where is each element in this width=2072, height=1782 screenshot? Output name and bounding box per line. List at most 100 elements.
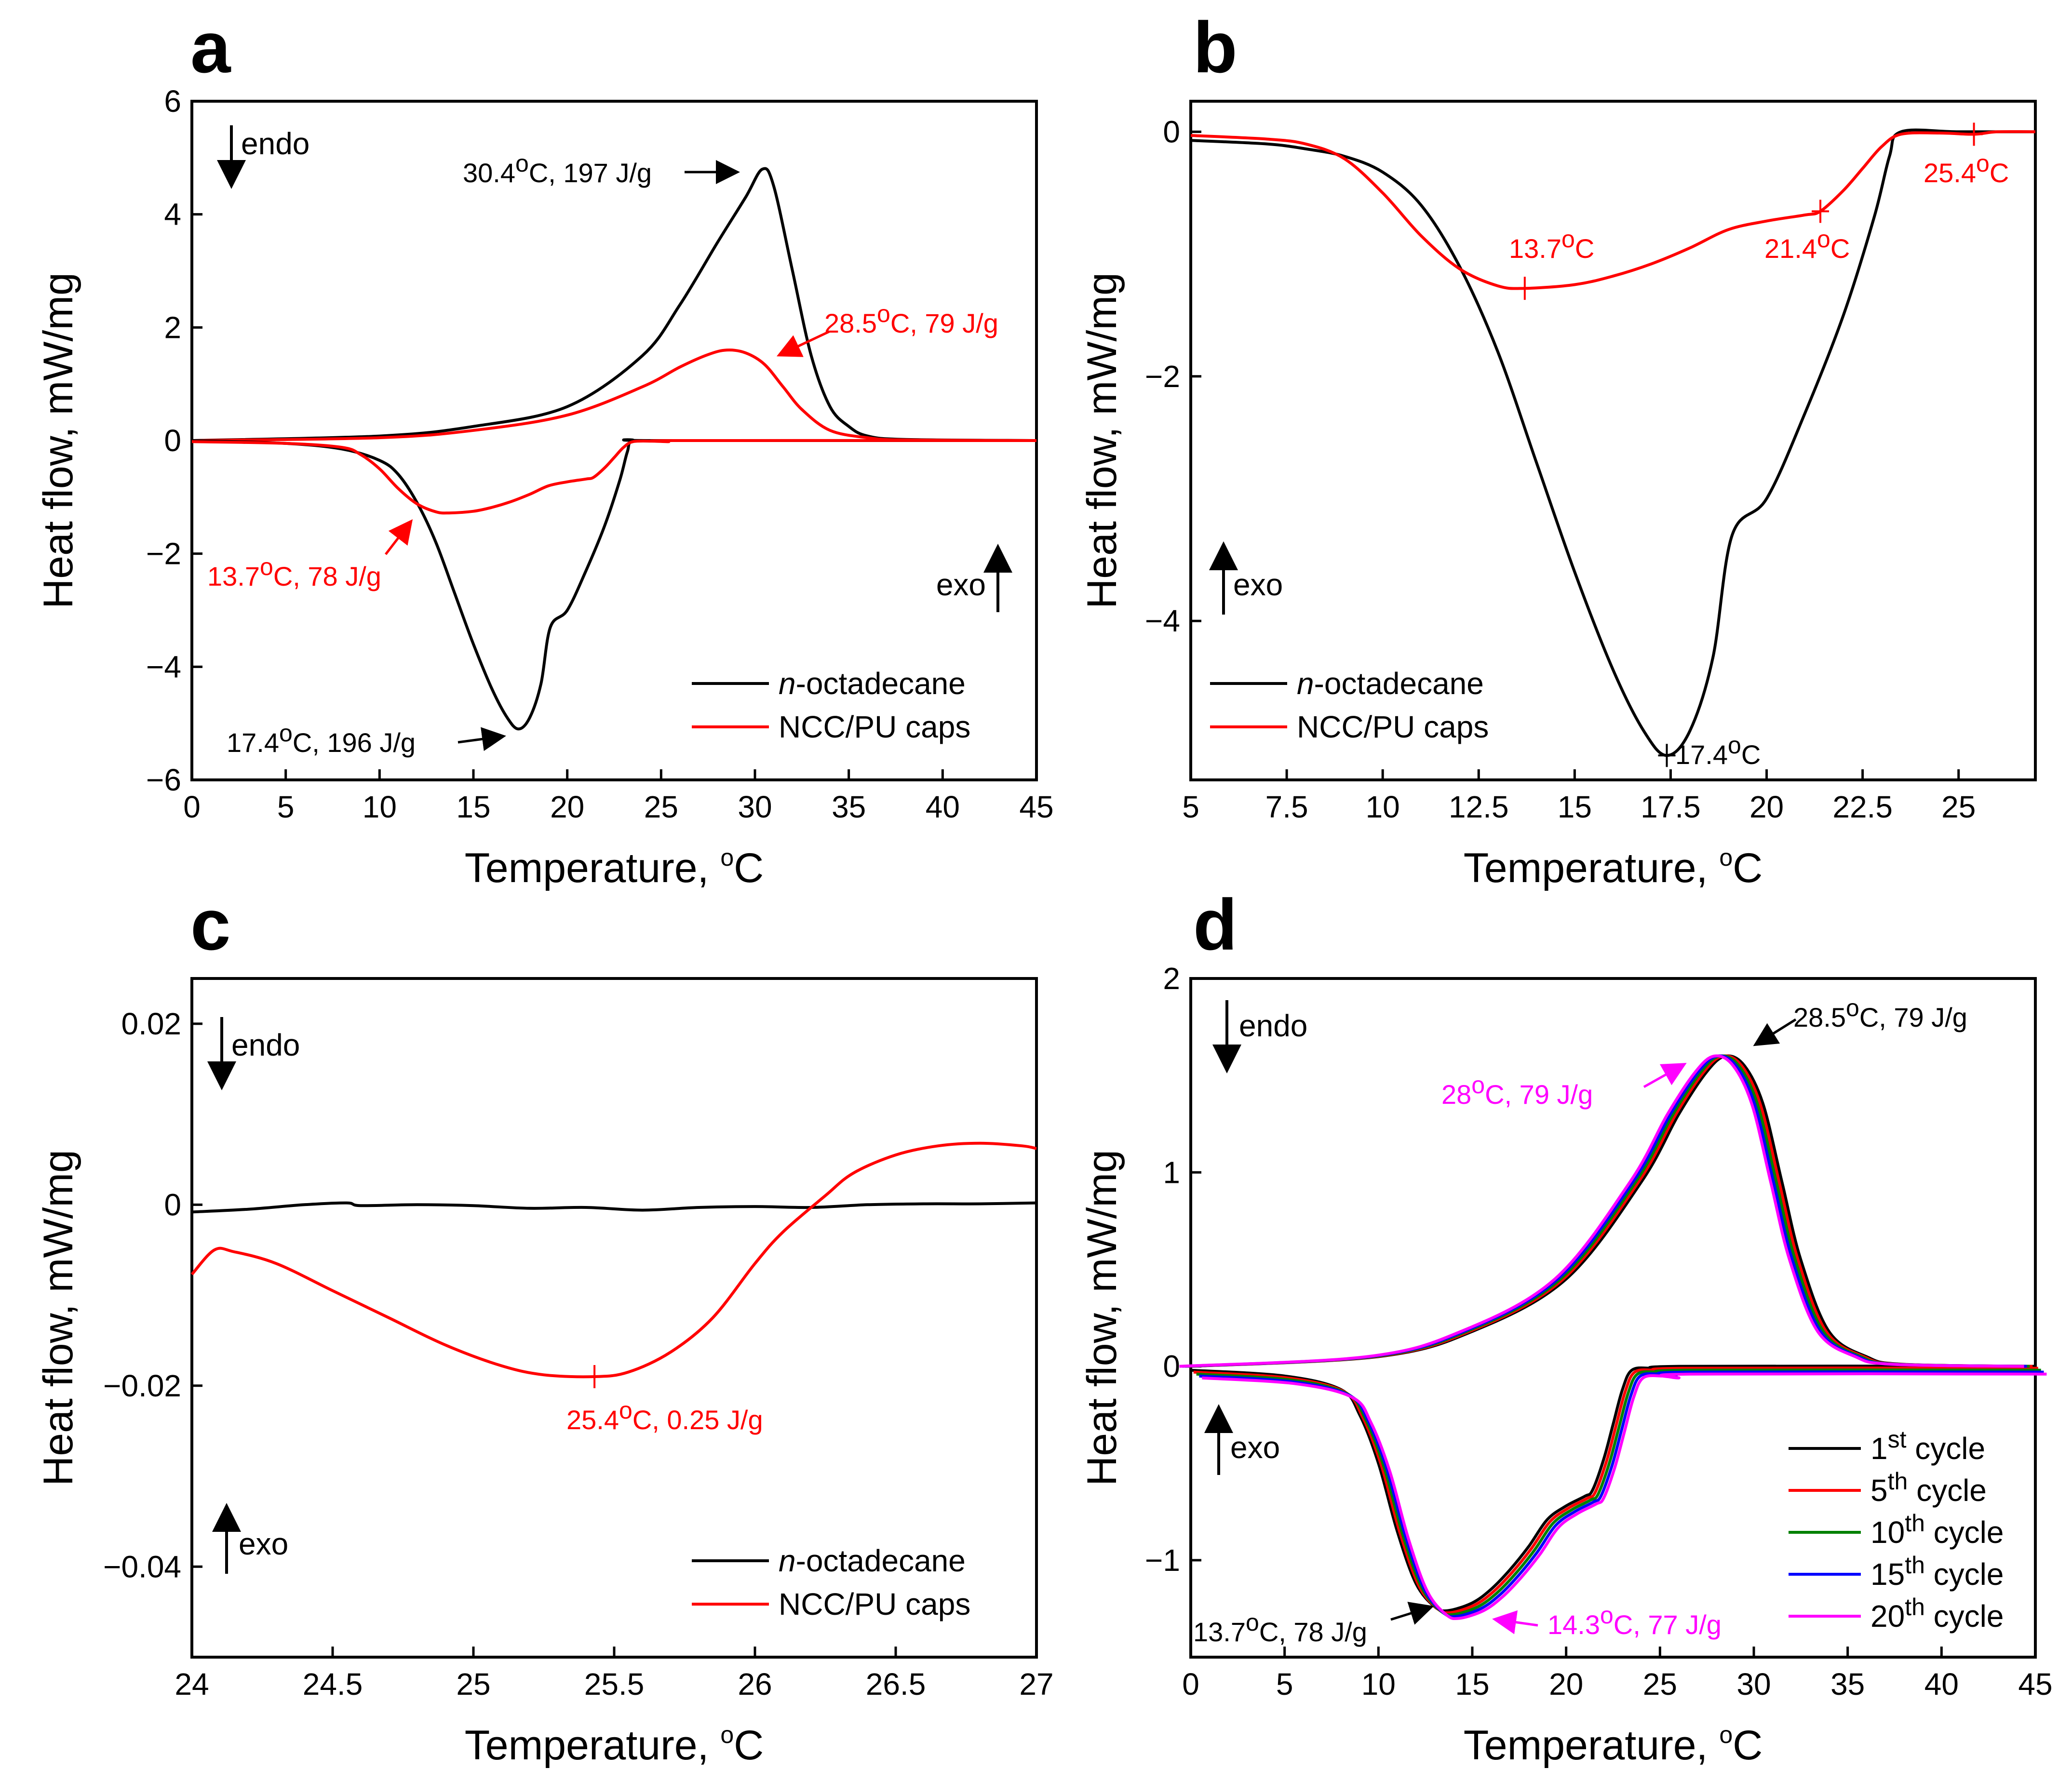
legend-label-b-octadecane: n-octadecane: [1297, 666, 1484, 701]
x-tick-label-d-8: 40: [1924, 1667, 1959, 1702]
series-group-c: [190, 1141, 1037, 1389]
series-group-b: [1190, 122, 2036, 767]
y-tick-label-b-2: 0: [1163, 114, 1180, 149]
annotation-d-14-3: 14.3oC, 77 J/g: [1547, 1602, 1722, 1640]
x-axis-ticks-a: 0 5 10 15 20 25 30 35 40 45: [183, 769, 1054, 824]
annotation-arrow-a-peak-nccpu: [776, 330, 830, 357]
x-tick-label-a-7: 35: [832, 790, 866, 824]
legend-label-d-cycle15: 15th cycle: [1870, 1552, 2004, 1592]
series-group-d: [1179, 1054, 2047, 1621]
legend-a: n-octadecane NCC/PU caps: [692, 666, 970, 744]
x-tick-label-b-3: 12.5: [1449, 790, 1509, 824]
series-line-d-4: [1185, 1054, 2030, 1368]
exo-label-b: exo: [1233, 567, 1283, 602]
panel-d: d 0 5 10 15 20 25 30 35 40 45 −1 0 1 2 Temperature, …: [1079, 884, 2053, 1769]
annotation-arrow-d-28: [1643, 1063, 1687, 1088]
annotation-arrow-d-13-7: [1390, 1602, 1434, 1625]
legend-b: n-octadecane NCC/PU caps: [1210, 666, 1489, 744]
y-tick-label-d-2: 1: [1163, 1155, 1180, 1190]
legend-label-c-octadecane: n-octadecane: [779, 1543, 966, 1578]
x-tick-label-a-8: 40: [926, 790, 960, 824]
x-tick-label-a-6: 30: [738, 790, 772, 824]
y-tick-label-a-5: 4: [164, 197, 181, 232]
series-line-b-0: [1190, 128, 2035, 757]
annotation-a-valley-nccpu: 13.7oC, 78 J/g: [207, 553, 381, 591]
y-axis-ticks-b: −4 −2 0: [1145, 114, 1201, 638]
panel-letter-a: a: [190, 7, 231, 88]
y-tick-label-d-0: −1: [1145, 1543, 1180, 1578]
legend-label-b-nccpu: NCC/PU caps: [1297, 710, 1489, 744]
endo-label-c: endo: [231, 1028, 300, 1062]
x-axis-label-d: Temperature, oC: [1464, 1721, 1763, 1769]
x-axis-ticks-b: 5 7.5 10 12.5 15 17.5 20 22.5 25: [1182, 769, 1976, 824]
x-tick-label-b-8: 25: [1941, 790, 1976, 824]
legend-label-c-nccpu: NCC/PU caps: [779, 1587, 970, 1621]
legend-label-a-octadecane: n-octadecane: [779, 666, 966, 701]
series-line-d-6: [1182, 1054, 2027, 1368]
x-tick-label-b-1: 7.5: [1265, 790, 1308, 824]
exo-label-a: exo: [936, 567, 986, 602]
x-tick-label-d-6: 30: [1736, 1667, 1771, 1702]
x-tick-label-a-5: 25: [644, 790, 678, 824]
x-tick-label-c-6: 27: [1019, 1667, 1053, 1702]
x-tick-label-c-2: 25: [456, 1667, 490, 1702]
x-tick-label-b-6: 20: [1749, 790, 1784, 824]
y-tick-label-b-0: −4: [1145, 603, 1180, 638]
x-axis-ticks-c: 24 24.5 25 25.5 26 26.5 27: [175, 1647, 1054, 1702]
x-tick-label-d-3: 15: [1455, 1667, 1489, 1702]
x-tick-label-d-9: 45: [2018, 1667, 2052, 1702]
series-line-a-1: [191, 348, 1037, 442]
legend-d: 1st cycle 5th cycle 10th cycle 15th cycl…: [1789, 1426, 2004, 1634]
annotation-arrow-a-valley-octadecane: [457, 727, 506, 751]
exo-label-c: exo: [239, 1527, 288, 1561]
panel-a: a 0 5 10 15 20 25 30 35 40 45 −6 −4 −2 0 2 4 6 Temperat…: [35, 7, 1054, 891]
y-tick-label-a-2: −2: [146, 536, 181, 571]
y-tick-label-a-1: −4: [146, 649, 181, 684]
y-tick-label-b-1: −2: [1145, 359, 1180, 394]
annotation-b-17-4: 17.4oC: [1675, 732, 1761, 770]
y-tick-label-a-4: 2: [164, 310, 181, 345]
x-tick-label-c-0: 24: [175, 1667, 209, 1702]
x-tick-label-a-2: 10: [363, 790, 397, 824]
series-line-a-0: [191, 167, 1037, 442]
x-tick-label-d-2: 10: [1361, 1667, 1396, 1702]
y-tick-label-a-6: 6: [164, 84, 181, 119]
legend-label-d-cycle10: 10th cycle: [1870, 1510, 2004, 1550]
y-axis-label-a: Heat flow, mW/mg: [35, 272, 81, 609]
series-line-d-8: [1179, 1054, 2024, 1368]
x-axis-label-a: Temperature, oC: [465, 844, 764, 891]
x-axis-label-b: Temperature, oC: [1464, 844, 1763, 891]
x-tick-label-b-0: 5: [1182, 790, 1199, 824]
annotation-b-13-7: 13.7oC: [1509, 226, 1594, 264]
x-tick-label-c-3: 25.5: [584, 1667, 645, 1702]
plot-frame-b: [1189, 100, 2037, 781]
panel-b: b 5 7.5 10 12.5 15 17.5 20 22.5 25 −4 −2 0 Tempera…: [1079, 7, 2037, 891]
y-tick-label-c-2: 0: [164, 1187, 181, 1222]
endo-label-d: endo: [1239, 1008, 1307, 1043]
y-tick-label-a-0: −6: [146, 763, 181, 797]
series-line-c-0: [191, 1201, 1037, 1214]
legend-c: n-octadecane NCC/PU caps: [692, 1543, 970, 1621]
y-tick-label-c-1: −0.02: [103, 1368, 181, 1403]
x-tick-label-a-1: 5: [277, 790, 295, 824]
annotation-b-21-4: 21.4oC: [1764, 226, 1850, 264]
legend-label-a-nccpu: NCC/PU caps: [779, 710, 970, 744]
x-axis-ticks-d: 0 5 10 15 20 25 30 35 40 45: [1182, 1647, 2053, 1702]
y-tick-label-a-3: 0: [164, 423, 181, 458]
y-axis-ticks-a: −6 −4 −2 0 2 4 6: [146, 84, 202, 797]
annotation-arrow-a-valley-nccpu: [385, 519, 413, 555]
x-axis-label-c: Temperature, oC: [465, 1721, 764, 1769]
x-tick-label-b-2: 10: [1366, 790, 1400, 824]
endo-label-a: endo: [241, 126, 309, 161]
x-tick-label-d-4: 20: [1549, 1667, 1583, 1702]
y-tick-label-d-3: 2: [1163, 961, 1180, 996]
series-line-d-9: [1202, 1372, 2047, 1621]
x-tick-label-d-0: 0: [1182, 1667, 1199, 1702]
panel-c: c 24 24.5 25 25.5 26 26.5 27 −0.04 −0.02 0 0.02 T…: [35, 884, 1054, 1769]
x-tick-label-c-4: 26: [738, 1667, 772, 1702]
annotation-a-peak-nccpu: 28.5oC, 79 J/g: [824, 300, 998, 338]
annotation-d-13-7: 13.7oC, 78 J/g: [1193, 1609, 1367, 1647]
annotation-arrow-d-14-3: [1492, 1610, 1538, 1635]
legend-label-d-cycle5: 5th cycle: [1870, 1468, 1987, 1508]
